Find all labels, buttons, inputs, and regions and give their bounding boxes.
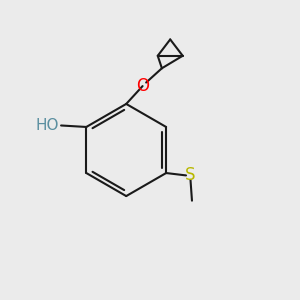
Text: O: O [136, 77, 149, 95]
Text: S: S [185, 167, 196, 184]
Text: HO: HO [35, 118, 59, 133]
